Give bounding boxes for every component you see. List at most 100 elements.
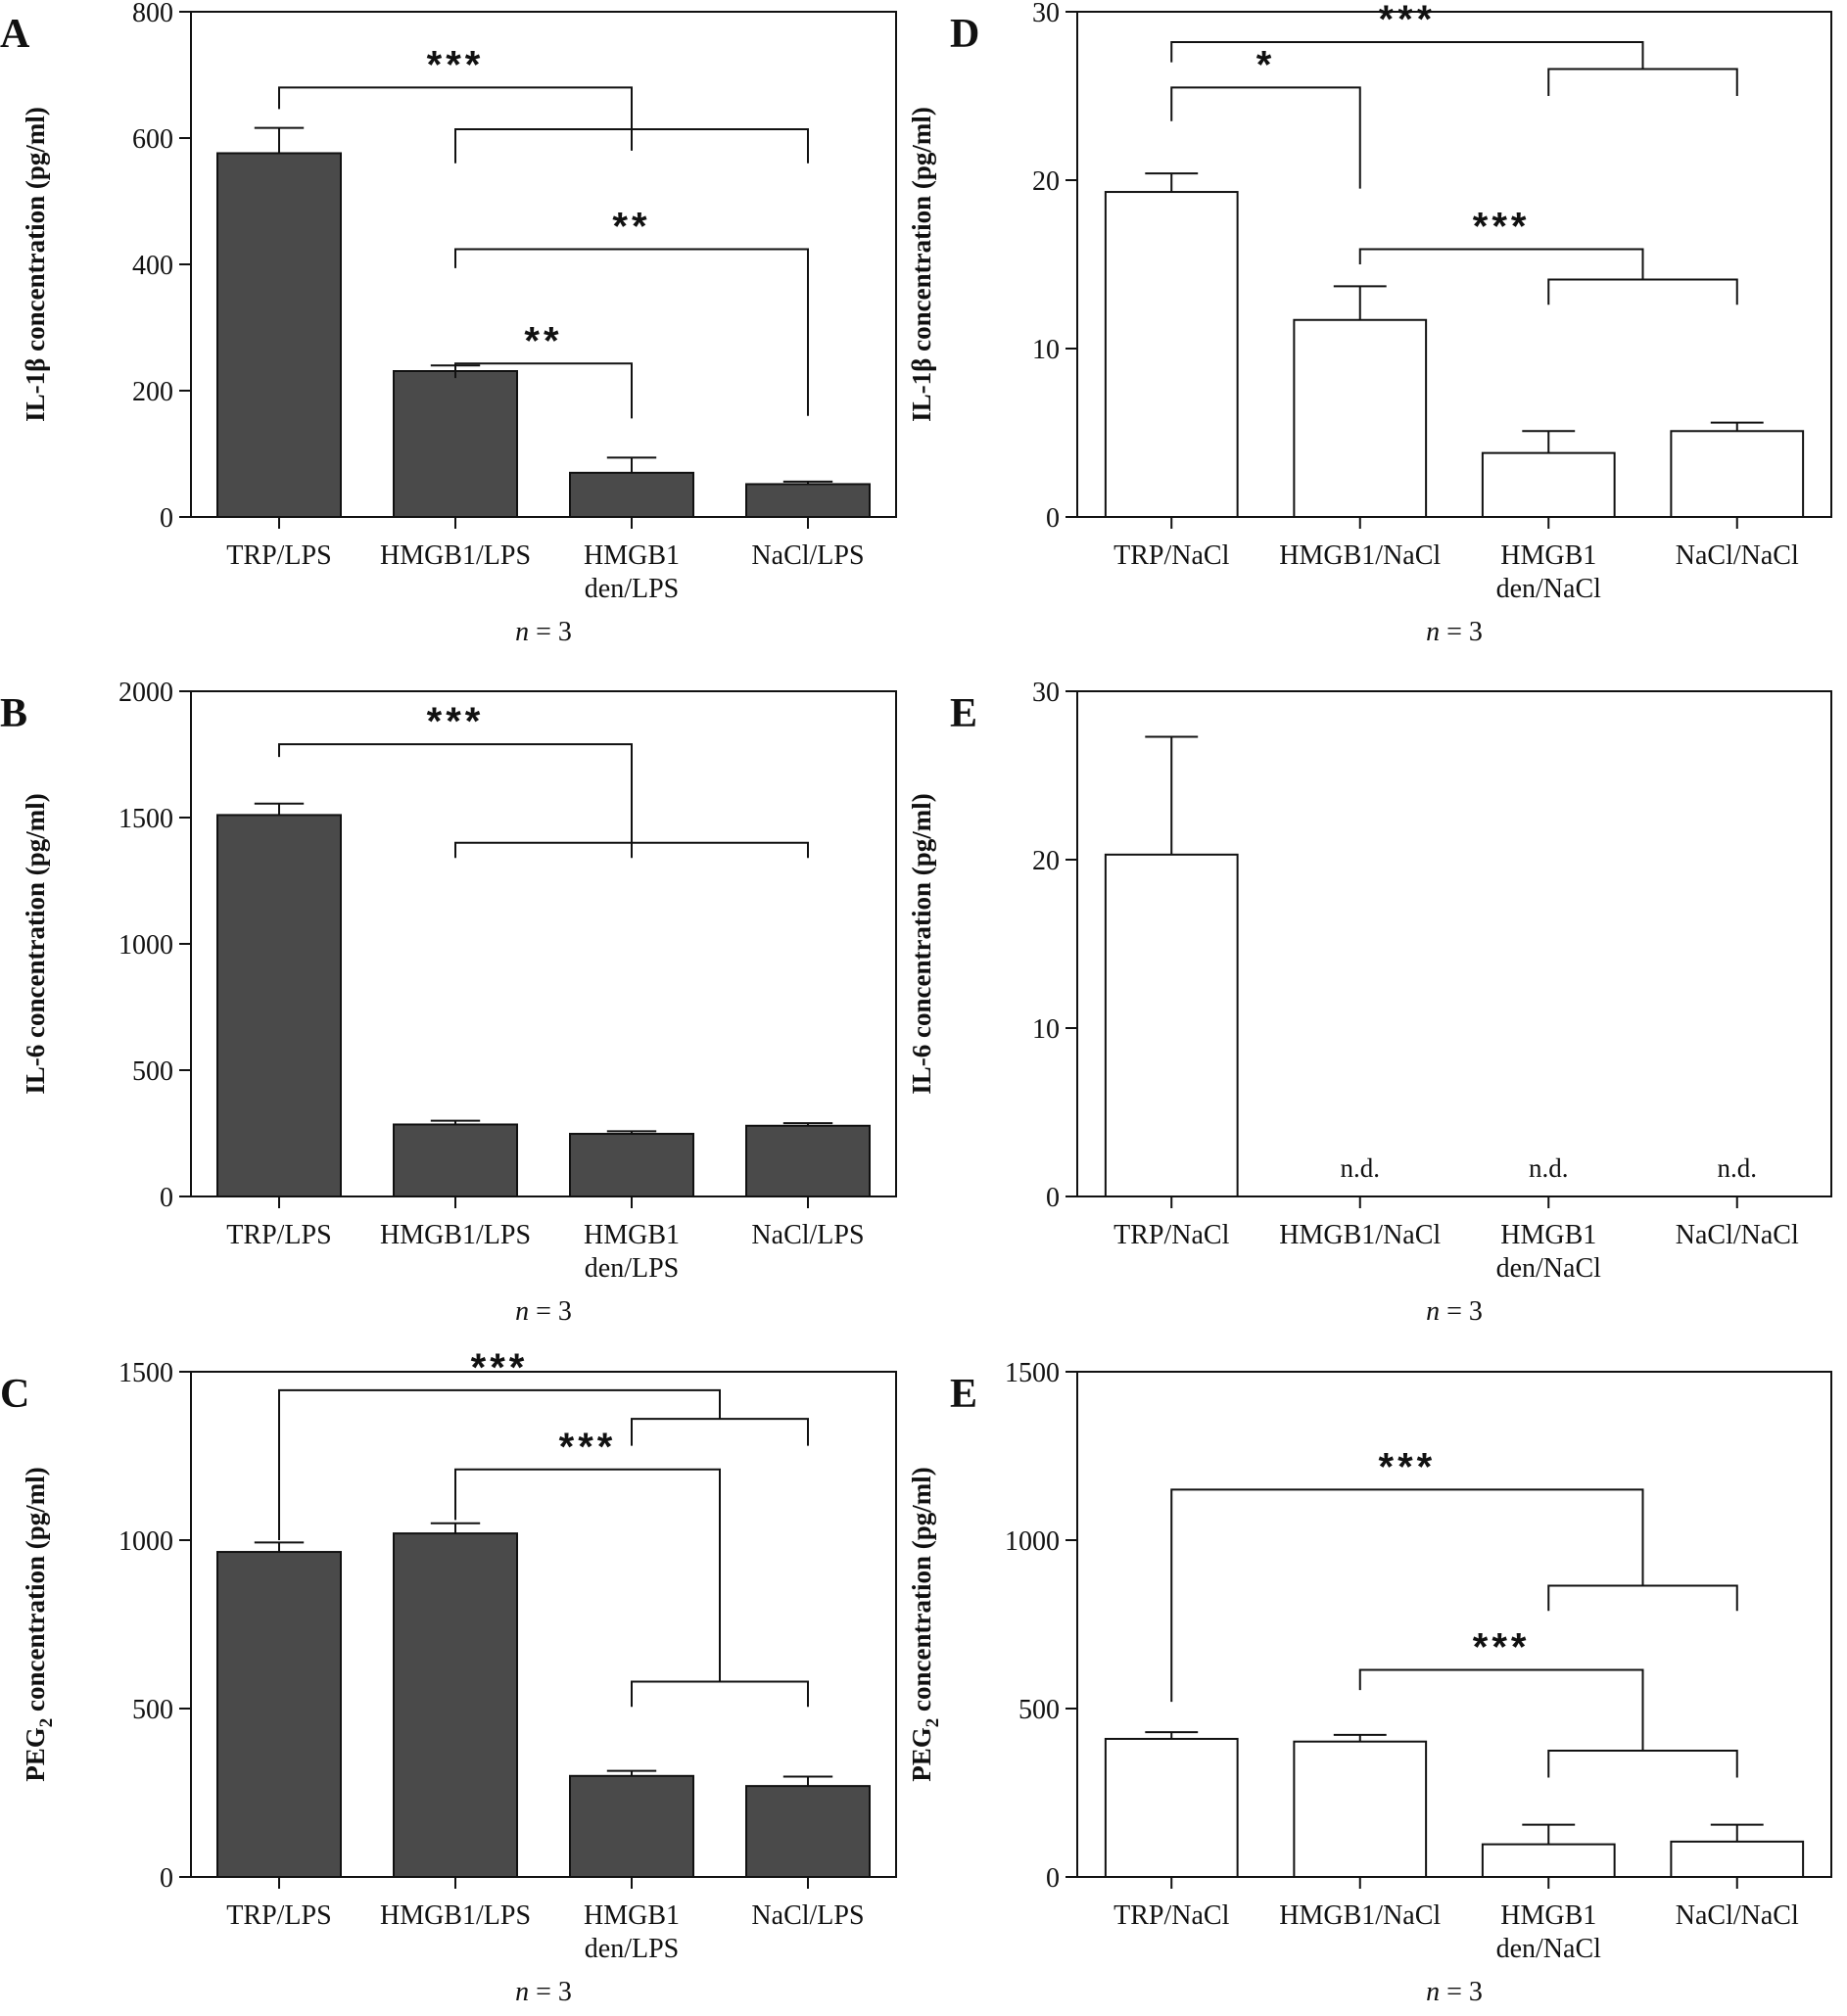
x-category-label: TRP/LPS	[226, 1220, 331, 1250]
x-category-label: HMGB1/NaCl	[1279, 540, 1441, 571]
panel-letter: B	[0, 691, 27, 736]
x-category-label: NaCl/NaCl	[1676, 1900, 1799, 1931]
significance-bracket	[454, 362, 633, 419]
sample-size-label: n = 3	[1426, 1296, 1483, 1327]
y-tick-label: 20	[1032, 166, 1060, 197]
bar	[1104, 853, 1239, 1198]
y-tick-label: 2000	[118, 678, 173, 708]
y-tick-label: 400	[132, 251, 173, 281]
bar	[1104, 191, 1239, 518]
sample-size-label: n = 3	[515, 1977, 572, 2007]
y-axis-label: IL-6 concentration (pg/ml)	[907, 793, 936, 1094]
significance-bracket	[1547, 1750, 1738, 1778]
y-tick-label: 0	[160, 1863, 173, 1894]
x-category-label: NaCl/LPS	[751, 1900, 864, 1931]
y-tick-label: 600	[132, 124, 173, 155]
bar	[393, 1532, 518, 1878]
significance-stars: ***	[427, 43, 485, 86]
significance-bracket	[1170, 86, 1361, 189]
x-category-label: TRP/NaCl	[1113, 1220, 1229, 1250]
panel-e-6: 0 500 1000 1500 TRP/NaCl HMGB1/NaCl HMGB1den/N…	[907, 1358, 1832, 2007]
significance-bracket	[631, 1680, 809, 1708]
x-category-label: TRP/NaCl	[1113, 1900, 1229, 1931]
y-tick-label: 200	[132, 377, 173, 407]
y-tick-label: 1500	[1005, 1358, 1060, 1388]
panel-letter: E	[950, 1372, 977, 1417]
x-category-label: HMGB1	[584, 1220, 680, 1250]
not-detected-label: n.d.	[1718, 1153, 1758, 1183]
x-category-label: HMGB1/NaCl	[1279, 1900, 1441, 1931]
bar	[216, 152, 342, 518]
bar	[745, 1785, 871, 1878]
bar	[569, 1133, 694, 1197]
y-tick-label: 10	[1032, 335, 1060, 365]
bar	[216, 814, 342, 1197]
plot-frame	[1076, 690, 1832, 1197]
panel-letter: D	[950, 12, 979, 57]
significance-stars: ***	[471, 1346, 529, 1389]
bar	[216, 1551, 342, 1879]
significance-stars: **	[612, 206, 650, 249]
x-category-label: HMGB1	[584, 540, 680, 571]
significance-bracket	[1358, 1668, 1644, 1751]
y-axis-label: IL-6 concentration (pg/ml)	[21, 793, 50, 1094]
y-tick-label: 0	[160, 503, 173, 534]
significance-bracket	[1547, 68, 1738, 96]
bar	[1670, 1840, 1805, 1879]
y-tick-label: 800	[132, 0, 173, 28]
y-tick-label: 10	[1032, 1014, 1060, 1045]
significance-stars: *	[1256, 43, 1276, 86]
significance-stars: ***	[1473, 1625, 1531, 1668]
y-axis-label: IL-1β concentration (pg/ml)	[907, 107, 936, 422]
x-category-label: TRP/LPS	[226, 540, 331, 571]
significance-stars: ***	[1473, 206, 1531, 249]
significance-bracket	[1170, 40, 1644, 70]
bar	[1670, 430, 1805, 518]
y-tick-label: 0	[1046, 1863, 1060, 1894]
bar	[745, 483, 871, 518]
bar	[393, 1123, 518, 1197]
significance-stars: ***	[427, 700, 485, 743]
x-category-label: den/NaCl	[1496, 574, 1602, 604]
significance-bracket	[454, 248, 809, 416]
panel-b-2: 0 500 1000 1500 2000 TRP/LPS HMGB1/LPS HMGB1den…	[0, 678, 897, 1327]
significance-bracket	[1547, 278, 1738, 305]
bar	[1293, 1740, 1428, 1879]
panel-a-1: 0 200 400 600 800 TRP/LPS HMGB1/LPS HMGB1den/LP…	[0, 0, 897, 647]
y-tick-label: 0	[1046, 1183, 1060, 1213]
significance-bracket	[1547, 1584, 1738, 1612]
x-category-label: HMGB1	[1500, 1220, 1596, 1250]
x-category-label: HMGB1/LPS	[380, 1220, 531, 1250]
y-tick-label: 1000	[118, 1526, 173, 1557]
y-tick-label: 500	[1018, 1695, 1060, 1725]
significance-stars: ***	[1379, 0, 1437, 41]
sample-size-label: n = 3	[515, 1296, 572, 1327]
x-category-label: HMGB1/NaCl	[1279, 1220, 1441, 1250]
bar	[1104, 1737, 1239, 1878]
y-axis-label: IL-1β concentration (pg/ml)	[21, 107, 50, 422]
significance-bracket	[1358, 248, 1644, 280]
x-category-label: den/LPS	[585, 1253, 679, 1284]
significance-bracket	[454, 1468, 721, 1682]
sample-size-label: n = 3	[1426, 617, 1483, 647]
panel-letter: A	[0, 12, 30, 57]
significance-stars: ***	[1379, 1445, 1437, 1488]
not-detected-label: n.d.	[1341, 1153, 1381, 1183]
plot-frame	[190, 1371, 897, 1878]
significance-bracket	[278, 1388, 721, 1540]
y-tick-label: 500	[132, 1056, 173, 1087]
panel-letter: E	[950, 691, 977, 736]
significance-stars: ***	[559, 1426, 617, 1469]
x-category-label: NaCl/NaCl	[1676, 540, 1799, 571]
bar	[1293, 318, 1428, 519]
significance-bracket	[631, 1418, 809, 1446]
y-tick-label: 1500	[118, 1358, 173, 1388]
bar	[569, 471, 694, 519]
not-detected-label: n.d.	[1529, 1153, 1569, 1183]
bar	[745, 1124, 871, 1198]
x-category-label: HMGB1	[1500, 540, 1596, 571]
y-axis-label: PEG2 concentration (pg/ml)	[21, 1467, 57, 1781]
bar	[393, 370, 518, 518]
